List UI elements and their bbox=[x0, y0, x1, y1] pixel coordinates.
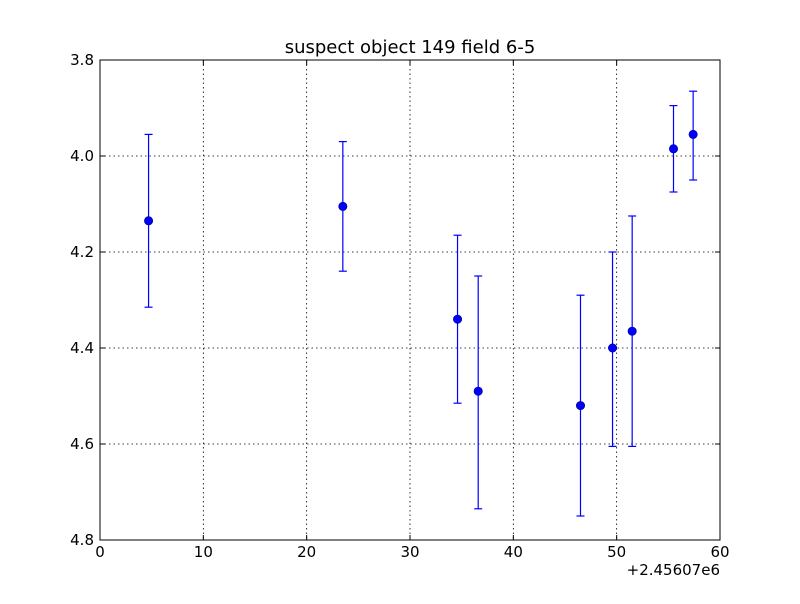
data-point bbox=[608, 343, 618, 353]
x-axis-offset-label: +2.45607e6 bbox=[627, 561, 720, 579]
data-point bbox=[575, 401, 585, 411]
grid-layer bbox=[100, 60, 720, 540]
y-tick-label: 4.4 bbox=[70, 339, 94, 357]
chart-title: suspect object 149 field 6-5 bbox=[285, 37, 536, 58]
data-point bbox=[627, 326, 637, 336]
y-tick-label: 4.2 bbox=[70, 243, 94, 261]
data-point bbox=[453, 314, 463, 324]
y-tick-label: 3.8 bbox=[70, 51, 94, 69]
data-point bbox=[473, 386, 483, 396]
x-tick-label: 40 bbox=[504, 543, 523, 561]
x-tick-label: 0 bbox=[95, 543, 105, 561]
data-point bbox=[144, 216, 154, 226]
ticks-layer: 0 10 20 30 40 50 60 3.8 4.0 4.2 4.4 4.6 4.8 bbox=[70, 51, 729, 561]
data-point bbox=[338, 201, 348, 211]
x-tick-label: 30 bbox=[400, 543, 419, 561]
x-tick-label: 10 bbox=[194, 543, 213, 561]
y-tick-label: 4.0 bbox=[70, 147, 94, 165]
data-point bbox=[668, 144, 678, 154]
x-tick-label: 20 bbox=[297, 543, 316, 561]
data-point bbox=[688, 129, 698, 139]
data-layer bbox=[144, 90, 698, 517]
y-tick-label: 4.8 bbox=[70, 531, 94, 549]
y-tick-label: 4.6 bbox=[70, 435, 94, 453]
x-tick-label: 60 bbox=[710, 543, 729, 561]
x-tick-label: 50 bbox=[607, 543, 626, 561]
